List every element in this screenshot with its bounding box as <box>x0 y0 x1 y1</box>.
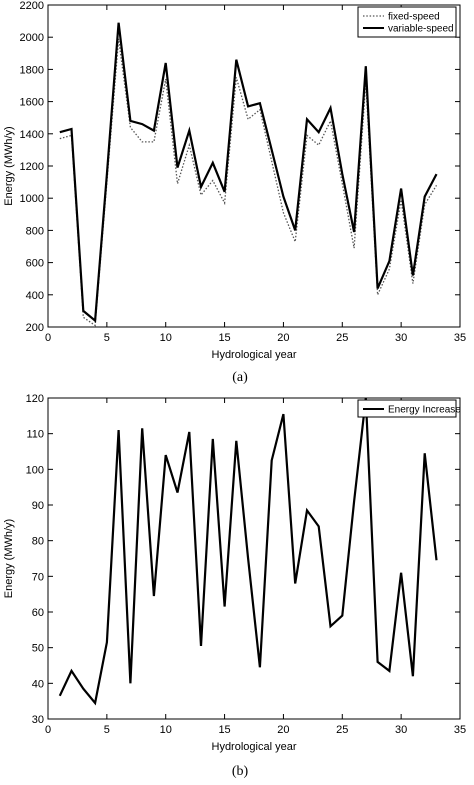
y-tick-label: 200 <box>26 322 44 334</box>
x-tick-label: 10 <box>160 332 172 344</box>
y-tick-label: 600 <box>26 258 44 270</box>
x-axis-label: Hydrological year <box>212 349 297 361</box>
x-tick-label: 5 <box>104 724 110 736</box>
y-tick-label: 110 <box>26 429 44 441</box>
x-tick-label: 25 <box>336 332 348 344</box>
chart-panel-a: 0 5 10 15 20 25 30 35 200 400 600 800 1000 1200 1400 16… <box>3 0 466 385</box>
y-tick-label: 1800 <box>20 64 44 76</box>
x-axis-label: Hydrological year <box>212 741 297 753</box>
legend-label: variable-speed <box>388 24 454 35</box>
x-tick-label: 25 <box>336 724 348 736</box>
x-tick-label: 30 <box>395 332 407 344</box>
y-tick-label: 90 <box>32 500 44 512</box>
x-tick-label: 35 <box>454 724 466 736</box>
x-tick-label: 5 <box>104 332 110 344</box>
y-tick-label: 1400 <box>20 129 44 141</box>
series-line-variable-speed <box>59 22 438 323</box>
plot-frame <box>47 397 461 720</box>
y-tick-label: 50 <box>32 643 44 655</box>
x-tick-label: 30 <box>395 724 407 736</box>
x-tick-label: 10 <box>160 724 172 736</box>
legend-label: fixed-speed <box>388 12 440 23</box>
y-axis-label: Energy (MWh/y) <box>3 519 15 598</box>
legend-box <box>357 399 457 418</box>
x-tick-label: 35 <box>454 332 466 344</box>
x-tick-label: 15 <box>218 332 230 344</box>
x-tick-label: 0 <box>45 724 51 736</box>
y-tick-label: 100 <box>26 464 44 476</box>
y-tick-label: 70 <box>32 571 44 583</box>
series-line-energy-increase <box>58 397 438 706</box>
y-axis-label: Energy (MWh/y) <box>3 126 15 205</box>
y-tick-label: 30 <box>32 714 44 726</box>
x-tick-label: 15 <box>218 724 230 736</box>
y-tick-label: 40 <box>32 678 44 690</box>
y-tick-label: 1000 <box>20 193 44 205</box>
x-tick-label: 0 <box>45 332 51 344</box>
panel-caption: (b) <box>232 764 249 779</box>
x-tick-label: 20 <box>277 332 289 344</box>
plot-frame <box>47 4 461 328</box>
legend-label: Energy Increase <box>388 405 461 416</box>
x-tick-label: 20 <box>277 724 289 736</box>
legend-box <box>357 6 457 38</box>
y-tick-label: 120 <box>26 393 44 405</box>
y-tick-label: 400 <box>26 290 44 302</box>
y-tick-label: 800 <box>26 225 44 237</box>
y-tick-label: 2000 <box>20 32 44 44</box>
y-tick-label: 2200 <box>20 0 44 12</box>
y-tick-label: 60 <box>32 607 44 619</box>
y-tick-label: 80 <box>32 536 44 548</box>
panel-caption: (a) <box>232 370 248 385</box>
chart-panel-b: 0 5 10 15 20 25 30 35 30 40 50 60 70 80 90 100 110 120 Hyd… <box>3 393 466 779</box>
y-tick-label: 1200 <box>20 161 44 173</box>
y-tick-label: 1600 <box>20 97 44 109</box>
